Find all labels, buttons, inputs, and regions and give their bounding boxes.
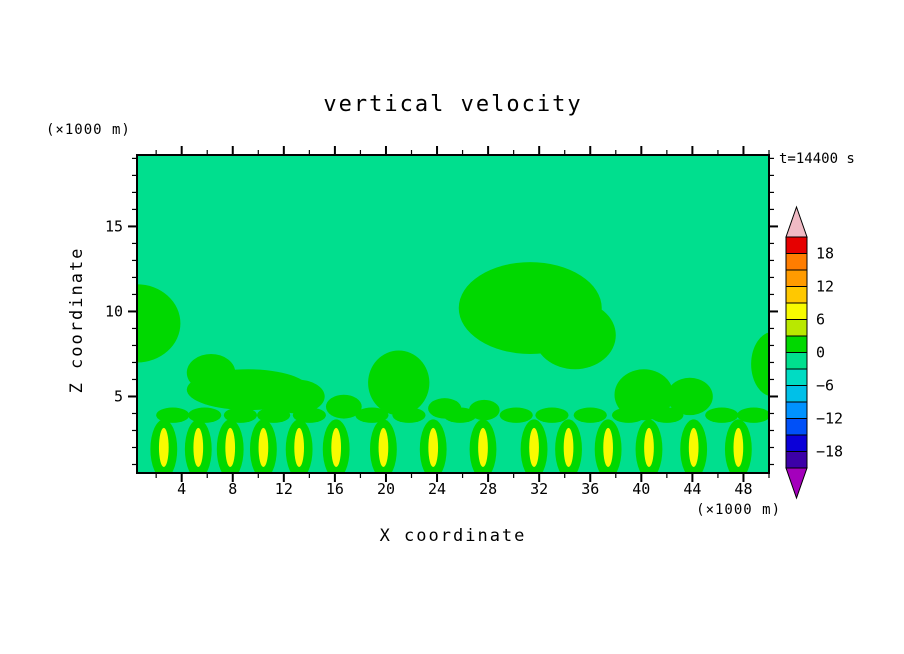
- colorbar-segment: [785, 236, 808, 254]
- updraft-blob: [468, 399, 500, 421]
- y-tick-labels: 5 10 15: [105, 217, 123, 405]
- updraft-band-segment: [257, 407, 291, 423]
- updraft-blob: [751, 332, 769, 396]
- updraft-band-segment: [443, 407, 477, 423]
- updraft-band-segment: [705, 407, 739, 423]
- convective-cell-core: [193, 427, 204, 468]
- y-axis-label: Z coordinate: [67, 247, 87, 394]
- convective-cell-core: [733, 427, 744, 468]
- colorbar-tick-label: −6: [816, 377, 834, 395]
- colorbar-tick-label: −12: [816, 410, 843, 428]
- convective-cell-core: [688, 427, 699, 468]
- updraft-blob: [186, 353, 236, 392]
- x-tick-label: 8: [228, 480, 237, 498]
- updraft-blob: [614, 369, 674, 421]
- colorbar-segment: [785, 385, 808, 403]
- x-tick-label: 40: [632, 480, 650, 498]
- x-tick-label: 24: [428, 480, 446, 498]
- convective-cell-core: [428, 427, 439, 468]
- colorbar-segment: [785, 335, 808, 353]
- x-axis-unit-label: (×1000 m): [696, 502, 781, 518]
- y-tick-label: 10: [105, 302, 123, 320]
- colorbar: 18 12 6 0 −6 −12 −18: [785, 205, 843, 500]
- updraft-band-segment: [650, 407, 684, 423]
- axis-ticks: [128, 146, 778, 482]
- x-tick-label: 48: [734, 480, 752, 498]
- colorbar-segment: [785, 319, 808, 337]
- colorbar-segment: [785, 269, 808, 287]
- convective-cell-core: [158, 427, 169, 468]
- colorbar-segment: [785, 451, 808, 469]
- updraft-blob: [666, 377, 713, 416]
- convective-cell-core: [603, 427, 613, 468]
- convective-cell-core: [225, 427, 236, 468]
- colorbar-tick-label: 6: [816, 311, 825, 329]
- x-tick-label: 20: [377, 480, 395, 498]
- colorbar-tick-label: 12: [816, 278, 834, 296]
- updraft-band-segment: [611, 407, 646, 423]
- colorbar-tick-label: −18: [816, 443, 843, 461]
- colorbar-over-arrow: [785, 205, 808, 238]
- colorbar-segment: [785, 401, 808, 419]
- colorbar-under-arrow: [785, 467, 808, 500]
- updraft-band-segment: [292, 407, 326, 423]
- updraft-band-segment: [573, 407, 607, 423]
- colorbar-segment: [785, 253, 808, 271]
- convective-cell-core: [294, 427, 305, 468]
- colorbar-segment: [785, 434, 808, 452]
- convective-cell-core: [331, 427, 342, 468]
- updraft-band-segment: [499, 407, 533, 423]
- x-tick-label: 36: [581, 480, 599, 498]
- x-tick-label: 4: [177, 480, 186, 498]
- x-tick-label: 28: [479, 480, 497, 498]
- figure-title: vertical velocity: [323, 92, 582, 117]
- x-tick-label: 12: [275, 480, 293, 498]
- updraft-band-segment: [535, 407, 569, 423]
- contour-features: [137, 262, 769, 473]
- updraft-blob: [368, 350, 430, 416]
- convective-cell-core: [529, 427, 539, 468]
- x-axis-label: X coordinate: [380, 526, 527, 546]
- convective-cell-core: [644, 427, 654, 468]
- time-label: t=14400 s: [779, 151, 855, 167]
- convective-cell-core: [258, 427, 269, 468]
- updraft-band-segment: [392, 407, 426, 423]
- x-tick-label: 44: [683, 480, 701, 498]
- updraft-blob: [268, 379, 325, 414]
- x-tick-label: 16: [326, 480, 344, 498]
- colorbar-segment: [785, 302, 808, 320]
- colorbar-tick-label: 18: [816, 245, 834, 263]
- plot-border: [136, 154, 770, 474]
- colorbar-segment: [785, 286, 808, 304]
- colorbar-segment: [785, 418, 808, 436]
- y-tick-label: 5: [114, 387, 123, 405]
- convective-cell-core: [563, 427, 574, 468]
- colorbar-tick-label: 0: [816, 344, 825, 362]
- x-tick-labels: 4 8 12 16 20 24 28 32 36 40 44 48: [177, 480, 752, 498]
- x-tick-label: 32: [530, 480, 548, 498]
- updraft-band-segment: [156, 407, 190, 423]
- updraft-band-segment: [737, 407, 769, 423]
- convective-cell-core: [478, 427, 488, 468]
- updraft-band-segment: [355, 407, 389, 423]
- colorbar-segment: [785, 368, 808, 386]
- y-axis-unit-label: (×1000 m): [46, 122, 131, 138]
- updraft-band-segment: [188, 407, 222, 423]
- updraft-blob: [325, 394, 362, 419]
- convective-cell-core: [378, 427, 389, 468]
- updraft-blob: [137, 284, 181, 363]
- updraft-blob: [534, 301, 616, 370]
- y-tick-label: 15: [105, 217, 123, 235]
- colorbar-segment: [785, 352, 808, 370]
- updraft-band-segment: [223, 407, 258, 423]
